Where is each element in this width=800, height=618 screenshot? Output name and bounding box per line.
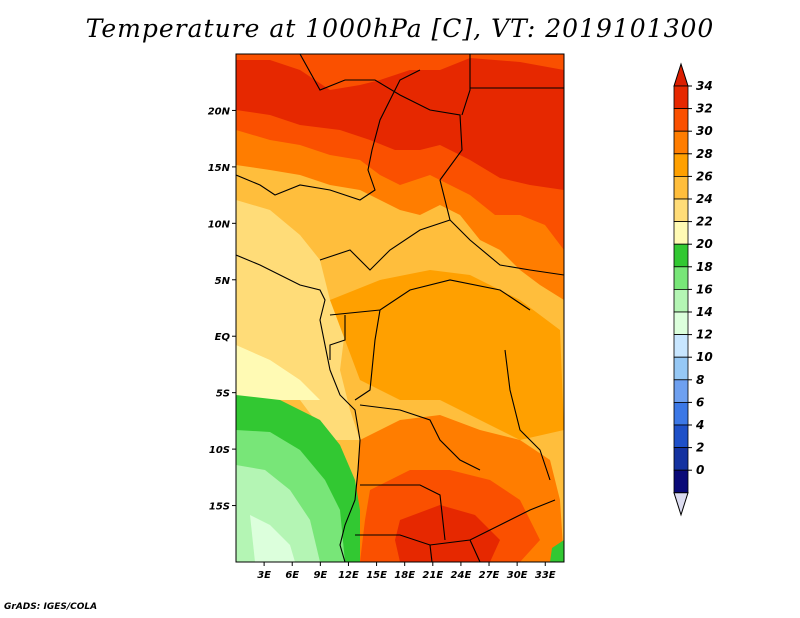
- country-borders: [236, 54, 564, 562]
- colorbar-swatch: [673, 447, 689, 471]
- colorbar-swatch: [673, 175, 689, 200]
- colorbar-label: 10: [696, 350, 713, 364]
- border-line: [299, 54, 463, 181]
- colorbar-label: 24: [696, 192, 713, 206]
- border-line: [359, 404, 481, 471]
- colorbar-swatch: [673, 108, 689, 132]
- border-line: [329, 279, 531, 316]
- lon-tick-label: 9E: [313, 570, 327, 581]
- colorbar-swatch: [673, 85, 689, 110]
- lon-tick-label: 21E: [422, 570, 443, 581]
- colorbar-label: 14: [696, 305, 713, 319]
- colorbar-swatch: [673, 243, 689, 268]
- border-line: [439, 179, 564, 276]
- colorbar-label: 26: [696, 169, 713, 183]
- colorbar-swatch: [673, 221, 689, 245]
- colorbar-label: 16: [696, 282, 713, 296]
- grads-credit: GrADS: IGES/COLA: [4, 602, 98, 612]
- lon-tick-label: 18E: [394, 570, 415, 581]
- colorbar-swatch: [673, 379, 689, 403]
- field-22-24-west: [236, 345, 320, 400]
- colorbar-swatch: [673, 469, 689, 494]
- lat-tick-label: 15N: [208, 163, 231, 174]
- colorbar-swatch: [673, 424, 689, 449]
- lon-tick-label: 12E: [338, 570, 359, 581]
- colorbar-label: 28: [696, 147, 713, 161]
- colorbar-swatch: [673, 288, 689, 313]
- colorbar-label: 32: [696, 102, 713, 116]
- lat-tick-label: 10S: [209, 445, 230, 456]
- field-14-16-se: [550, 540, 564, 562]
- colorbar-label: 4: [695, 418, 704, 432]
- coastline: [236, 254, 361, 562]
- border-line: [469, 539, 481, 562]
- temperature-field: [236, 54, 564, 562]
- border-line: [504, 349, 551, 481]
- lon-tick-label: 30E: [507, 570, 528, 581]
- colorbar-bottom-arrow: [673, 492, 689, 517]
- lon-axis: 3E 6E 9E 12E 15E 18E 21E 24E 27E 30E 33E: [257, 562, 556, 581]
- colorbar-label: 34: [696, 79, 713, 93]
- lon-tick-label: 15E: [366, 570, 387, 581]
- map-frame: [235, 53, 565, 563]
- border-line: [429, 544, 433, 562]
- lon-tick-label: 3E: [257, 570, 271, 581]
- lat-tick-label: 15S: [209, 502, 230, 513]
- lat-tick-label: 10N: [208, 219, 231, 230]
- colorbar-label: 8: [696, 373, 704, 387]
- colorbar-label: 20: [696, 237, 713, 251]
- colorbar-swatch: [673, 266, 689, 290]
- lat-tick-label: 20N: [208, 106, 231, 117]
- lat-tick-label: 5S: [216, 389, 230, 400]
- colorbar-label: 2: [696, 441, 704, 455]
- lat-tick-label: 5N: [215, 276, 231, 287]
- map-title: Temperature at 1000hPa [C], VT: 20191013…: [85, 14, 715, 43]
- colorbar-swatch: [673, 401, 689, 426]
- field-14-16-sw: [250, 515, 295, 562]
- colorbar-label: 18: [696, 260, 713, 274]
- colorbar-label: 30: [696, 124, 713, 138]
- lon-tick-label: 27E: [479, 570, 500, 581]
- colorbar-swatch: [673, 198, 689, 223]
- lon-tick-label: 6E: [285, 570, 299, 581]
- field-28-30-central: [330, 270, 564, 440]
- colorbar-label: 12: [696, 328, 713, 342]
- colorbar-top-arrow: [673, 62, 689, 87]
- border-line: [319, 219, 451, 271]
- colorbar-label: 0: [696, 463, 704, 477]
- border-line: [329, 315, 346, 360]
- field-34-north: [236, 58, 564, 190]
- lat-tick-label: EQ: [215, 332, 231, 343]
- colorbar-swatch: [673, 153, 689, 177]
- lon-tick-label: 33E: [535, 570, 556, 581]
- colorbar-label: 22: [696, 215, 713, 229]
- colorbar-swatch: [673, 130, 689, 155]
- lat-axis: 20N 15N 10N 5N EQ 5S 10S 15S: [208, 106, 236, 513]
- colorbar-swatch: [673, 311, 689, 336]
- lon-tick-label: 24E: [451, 570, 472, 581]
- border-line: [236, 69, 421, 201]
- border-line: [354, 309, 381, 401]
- colorbar-label: 6: [696, 395, 704, 409]
- colorbar-swatch: [673, 356, 689, 381]
- border-line: [461, 54, 471, 116]
- colorbar-swatch: [673, 334, 689, 358]
- border-line: [360, 484, 446, 541]
